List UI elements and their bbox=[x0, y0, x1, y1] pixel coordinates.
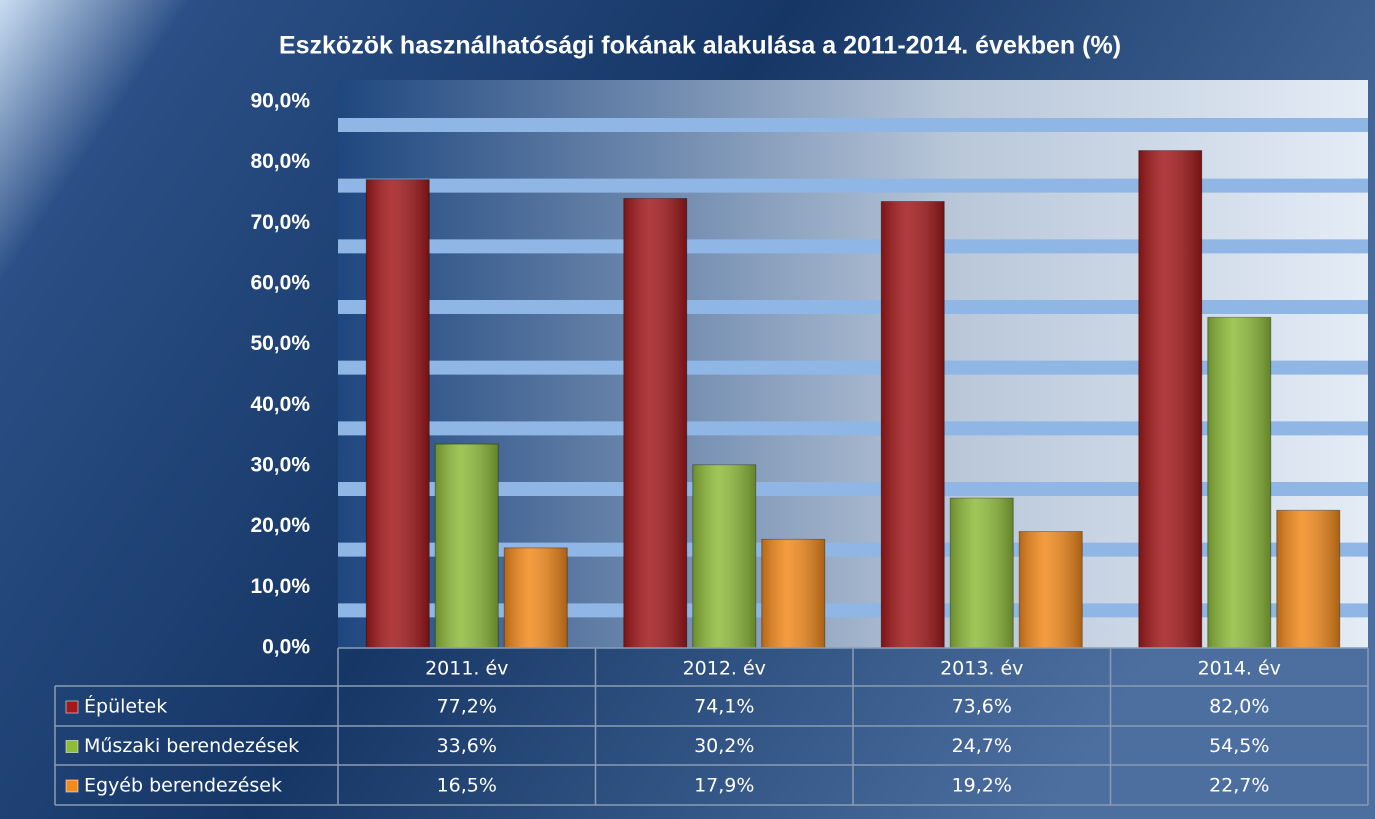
legend-key bbox=[65, 700, 79, 714]
value-label: 22,7% bbox=[1209, 775, 1269, 797]
y-tick-label: 90,0% bbox=[250, 90, 310, 113]
value-label: 33,6% bbox=[437, 735, 497, 757]
x-tick-label: 2012. év bbox=[683, 658, 766, 680]
value-label: 82,0% bbox=[1209, 696, 1269, 718]
value-label: 54,5% bbox=[1209, 735, 1269, 757]
bar bbox=[1276, 509, 1341, 649]
bar bbox=[623, 197, 688, 649]
y-tick-label: 70,0% bbox=[250, 211, 310, 234]
y-tick-label: 50,0% bbox=[250, 332, 310, 355]
legend-label: Műszaki berendezések bbox=[84, 735, 299, 757]
legend-key bbox=[65, 779, 79, 793]
chart-title: Eszközök használhatósági fokának alakulá… bbox=[279, 32, 1121, 60]
legend-label: Egyéb berendezések bbox=[84, 775, 282, 797]
y-tick-label: 10,0% bbox=[250, 575, 310, 598]
value-label: 16,5% bbox=[437, 775, 497, 797]
y-tick-label: 60,0% bbox=[250, 272, 310, 295]
value-label: 77,2% bbox=[437, 696, 497, 718]
value-label: 74,1% bbox=[694, 696, 754, 718]
value-label: 19,2% bbox=[952, 775, 1012, 797]
bar bbox=[1018, 531, 1083, 649]
y-tick-label: 20,0% bbox=[250, 514, 310, 537]
x-tick-label: 2011. év bbox=[425, 658, 508, 680]
bar bbox=[761, 538, 826, 649]
y-tick-label: 40,0% bbox=[250, 393, 310, 416]
x-tick-label: 2013. év bbox=[940, 658, 1023, 680]
legend-key bbox=[65, 740, 79, 753]
value-label: 30,2% bbox=[694, 735, 754, 757]
bar bbox=[1207, 316, 1272, 649]
bar bbox=[434, 443, 499, 649]
legend-label: Épületek bbox=[84, 695, 167, 718]
bar bbox=[503, 547, 568, 649]
x-tick-label: 2014. év bbox=[1198, 658, 1281, 680]
y-tick-label: 0,0% bbox=[262, 636, 310, 659]
bar bbox=[692, 464, 757, 649]
y-tick-label: 80,0% bbox=[250, 150, 310, 173]
value-label: 24,7% bbox=[952, 735, 1012, 757]
y-tick-label: 30,0% bbox=[250, 454, 310, 477]
bar bbox=[949, 497, 1014, 649]
value-label: 17,9% bbox=[694, 775, 754, 797]
bar bbox=[1138, 150, 1203, 649]
value-label: 73,6% bbox=[952, 696, 1012, 718]
bar bbox=[880, 200, 945, 649]
bar bbox=[365, 179, 430, 649]
